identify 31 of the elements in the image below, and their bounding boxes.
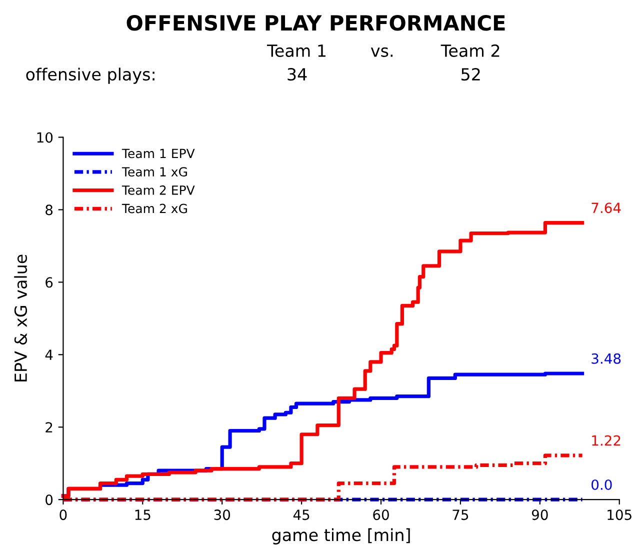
y-tick-label: 8	[46, 204, 53, 216]
x-tick-label: 60	[373, 510, 389, 520]
text: 52	[462, 68, 480, 81]
text: Team 2	[440, 44, 500, 57]
y-tick-label: 0	[46, 494, 53, 506]
y-tick-label: 10	[37, 132, 53, 143]
legend-label: Team 2 xG	[122, 204, 187, 214]
x-tick-label: 30	[214, 510, 230, 520]
data-label: 1.22	[592, 435, 620, 446]
text: offensive plays:	[26, 68, 154, 84]
legend-label: Team 1 EPV	[122, 148, 195, 158]
x-tick-label: 0	[60, 510, 67, 520]
data-label: 7.64	[592, 202, 621, 214]
x-tick-label: 75	[452, 510, 468, 520]
x-tick-label: 105	[608, 510, 632, 520]
text: vs.	[370, 47, 392, 57]
data-label: 0.0	[592, 479, 612, 490]
y-tick-label: 2	[46, 422, 52, 432]
data-label: 3.48	[592, 353, 621, 364]
x-tick-label: 90	[532, 510, 548, 520]
x-axis-title: game time [min]	[272, 528, 410, 544]
legend-label: Team 1 xG	[122, 167, 187, 177]
chart-title: OFFENSIVE PLAY PERFORMANCE	[126, 14, 505, 31]
x-tick-label: 45	[293, 510, 310, 520]
legend-label: Team 2 EPV	[122, 185, 195, 195]
x-tick-label: 15	[135, 510, 150, 520]
y-axis-title: EPV & xG value	[14, 254, 28, 382]
y-tick-label: 6	[46, 277, 53, 288]
y-tick-label: 4	[45, 350, 53, 360]
text: 34	[288, 68, 307, 81]
text: Team 1	[267, 44, 326, 57]
